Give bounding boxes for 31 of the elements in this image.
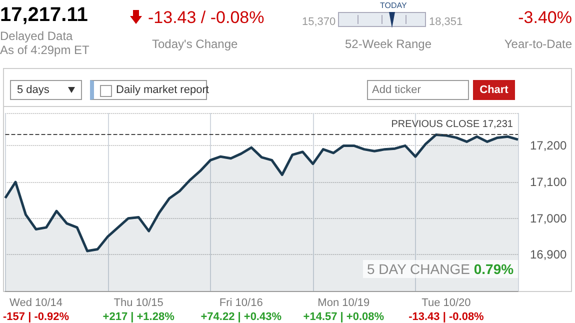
text: Today's Change	[152, 37, 238, 52]
y-tick-label: 17,100	[530, 175, 568, 190]
text: Delayed Data	[0, 29, 73, 44]
text: Year-to-Date	[503, 37, 572, 52]
x-tick-label: Fri 10/16	[219, 297, 263, 309]
ticker-input: Add ticker	[367, 80, 469, 100]
y-tick-label: 17,000	[530, 211, 568, 226]
text: +14.57 | +0.08%	[303, 311, 384, 323]
x-tick-label: Thu 10/15	[114, 297, 164, 309]
x-tick-label: Mon 10/19	[318, 297, 370, 309]
text: -13.43 | -0.08%	[408, 311, 484, 323]
x-tick-label: Tue 10/20	[422, 297, 471, 309]
annotation: 5 DAY CHANGE 0.79%	[367, 261, 514, 277]
checkbox-field: Daily market report	[90, 80, 207, 100]
select-field: 5 days	[10, 80, 82, 100]
y-tick-label: 16,900	[530, 248, 568, 262]
text: -157 | -0.92%	[3, 311, 70, 323]
text: +217 | +1.28%	[102, 311, 175, 323]
x-tick-label: Wed 10/14	[10, 297, 63, 309]
text: As of 4:29pm ET	[0, 43, 90, 58]
text: 18,351	[429, 16, 463, 28]
y-tick-label: 17,200	[530, 138, 568, 153]
text: -13.43 / -0.08%	[148, 8, 264, 28]
text: -3.40%	[517, 8, 572, 28]
text: TODAY	[380, 1, 407, 11]
text: 17,217.11	[0, 4, 88, 26]
chart-button: Chart	[473, 80, 515, 100]
text: +74.22 | +0.43%	[200, 311, 282, 323]
text: 15,370	[302, 16, 336, 28]
ref-line-label: PREVIOUS CLOSE 17,231	[391, 118, 514, 130]
text: 52-Week Range	[345, 37, 432, 52]
